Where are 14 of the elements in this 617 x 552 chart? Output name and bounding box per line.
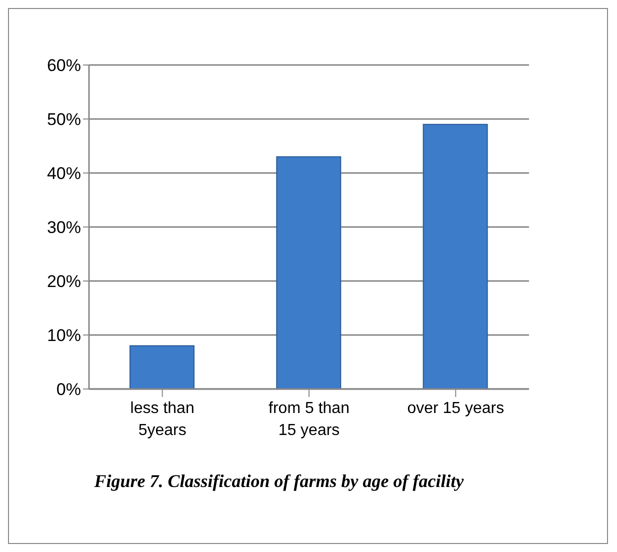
x-tick-label: less than 5years [130,400,194,439]
bar [130,345,194,389]
x-tick-label: over 15 years [407,400,504,417]
y-tick-label: 10% [46,326,81,346]
x-tick-label: from 5 than 15 years [268,400,350,439]
y-tick-label: 30% [46,218,81,238]
y-tick-label: 20% [46,272,81,292]
y-tick-label: 60% [46,56,81,76]
y-tick-label: 40% [46,164,81,184]
bar [422,124,488,389]
text: Figure 7. Classification of farms by age of facility [93,471,465,492]
y-tick-label: 0% [56,380,81,400]
y-tick-label: 50% [46,110,81,130]
bar [276,156,342,389]
